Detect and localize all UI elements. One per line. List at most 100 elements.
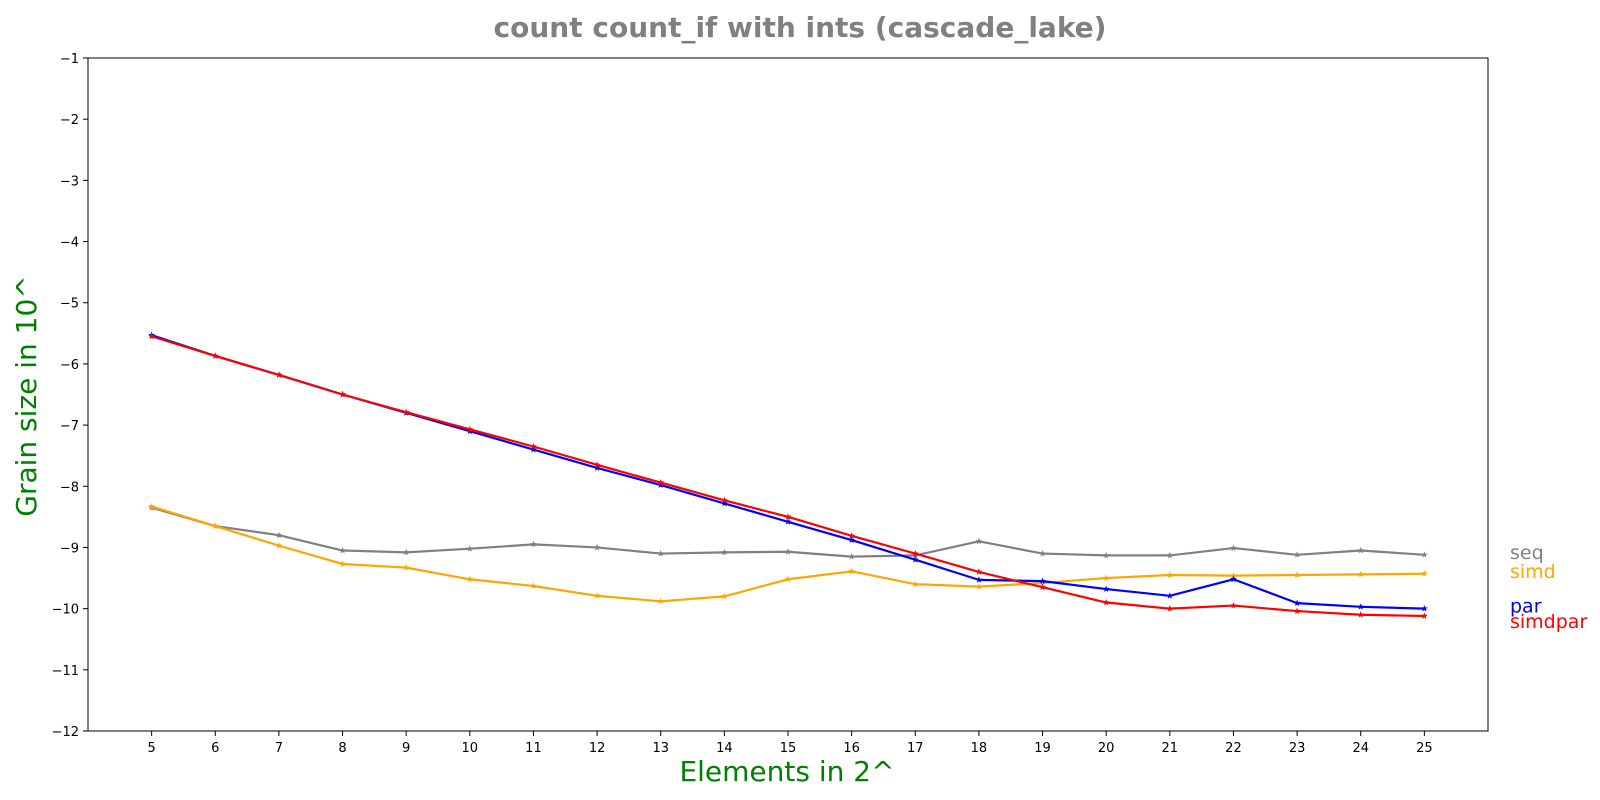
x-tick-label: 9: [402, 741, 410, 756]
data-point-seq: [657, 549, 665, 557]
data-point-simdpar: [1420, 612, 1428, 619]
data-point-seq: [275, 531, 283, 539]
data-point-seq: [402, 548, 410, 556]
x-axis-ticks: 5 6 7 8 9 10 11 12 13 14 15 16 17 18 19 20 21 22 23 24 25: [147, 731, 1433, 756]
series-label-simd: simd: [1510, 561, 1556, 583]
data-point-simd: [1102, 574, 1110, 581]
data-point-simd: [975, 583, 983, 590]
data-point-seq: [1293, 551, 1301, 558]
data-point-simd: [1166, 571, 1174, 578]
data-point-par: [1102, 585, 1110, 592]
y-tick-label: −3: [60, 174, 79, 189]
data-point-simdpar: [402, 408, 410, 416]
x-tick-label: 15: [780, 741, 797, 756]
chart-title: count count_if with ints (cascade_lake): [494, 11, 1107, 44]
data-point-seq: [1357, 546, 1365, 554]
data-point-simd: [593, 592, 601, 599]
x-tick-label: 8: [338, 741, 346, 756]
data-point-simdpar: [1166, 605, 1174, 612]
data-point-simdpar: [657, 479, 665, 486]
data-point-par: [1230, 575, 1237, 583]
data-point-par: [1166, 592, 1174, 599]
data-point-seq: [1166, 551, 1174, 559]
data-point-simdpar: [911, 549, 919, 557]
data-point-seq: [1230, 544, 1237, 551]
data-point-par: [1293, 599, 1301, 607]
data-point-simdpar: [339, 390, 346, 398]
data-point-simdpar: [593, 461, 601, 468]
data-point-simd: [1420, 570, 1428, 577]
data-point-simdpar: [1230, 601, 1237, 609]
x-tick-label: 24: [1352, 741, 1369, 756]
data-point-seq: [530, 540, 537, 548]
x-axis-label: Elements in 2^: [679, 755, 894, 788]
data-point-simd: [911, 580, 919, 588]
x-tick-label: 18: [971, 741, 988, 756]
series-simdpar: [148, 332, 1428, 619]
series-label-par: par: [1510, 596, 1542, 618]
data-point-simd: [339, 560, 346, 567]
y-tick-label: −10: [52, 603, 79, 618]
data-point-simd: [530, 582, 537, 589]
series-label-seq: seq: [1510, 542, 1544, 564]
series-seq: [148, 504, 1428, 560]
y-axis-label: Grain size in 10^: [10, 275, 43, 517]
data-point-simdpar: [530, 442, 537, 450]
data-point-simdpar: [275, 371, 283, 378]
x-tick-label: 7: [275, 741, 283, 756]
x-tick-label: 23: [1289, 741, 1306, 756]
data-point-seq: [1039, 549, 1046, 557]
data-point-par: [911, 556, 919, 563]
data-point-simdpar: [1357, 611, 1365, 618]
y-tick-label: −2: [60, 113, 79, 128]
x-tick-label: 25: [1416, 741, 1433, 756]
data-point-par: [657, 481, 665, 488]
data-point-seq: [975, 537, 983, 545]
y-tick-label: −8: [60, 480, 79, 495]
x-tick-label: 17: [907, 741, 924, 756]
series-layer: [148, 331, 1428, 619]
data-point-simd: [720, 592, 728, 600]
data-point-par: [784, 518, 792, 525]
y-tick-label: −4: [60, 236, 79, 251]
data-point-seq: [1420, 551, 1428, 558]
x-tick-label: 10: [462, 741, 479, 756]
y-tick-label: −5: [60, 297, 79, 312]
data-point-simd: [466, 575, 474, 583]
x-tick-label: 22: [1225, 741, 1242, 756]
data-point-seq: [784, 548, 792, 555]
data-point-par: [530, 445, 537, 453]
y-tick-label: −12: [52, 725, 79, 740]
data-point-seq: [593, 543, 601, 551]
x-tick-label: 13: [652, 741, 669, 756]
data-point-par: [975, 576, 983, 583]
x-tick-label: 12: [589, 741, 606, 756]
series-par: [148, 331, 1428, 612]
data-point-seq: [848, 553, 856, 560]
x-tick-label: 20: [1098, 741, 1115, 756]
data-point-simd: [275, 542, 283, 549]
data-point-simd: [402, 564, 410, 571]
data-point-simdpar: [1102, 598, 1110, 606]
data-point-seq: [339, 546, 346, 554]
data-point-simdpar: [1293, 607, 1301, 614]
series-line-par: [151, 334, 1425, 610]
data-point-seq: [466, 545, 474, 552]
data-point-simdpar: [848, 532, 856, 539]
data-point-par: [1039, 577, 1046, 585]
x-tick-label: 21: [1162, 741, 1179, 756]
data-point-simdpar: [211, 352, 219, 359]
data-point-simd: [848, 567, 856, 575]
data-point-simd: [148, 502, 156, 510]
data-point-par: [1420, 605, 1428, 612]
data-point-simd: [784, 575, 792, 583]
data-point-par: [848, 536, 856, 544]
y-tick-label: −6: [60, 358, 79, 373]
x-tick-label: 16: [843, 741, 860, 756]
data-point-seq: [1102, 551, 1110, 559]
data-point-simdpar: [1039, 583, 1046, 591]
data-point-simd: [1293, 571, 1301, 578]
x-tick-label: 14: [716, 741, 733, 756]
